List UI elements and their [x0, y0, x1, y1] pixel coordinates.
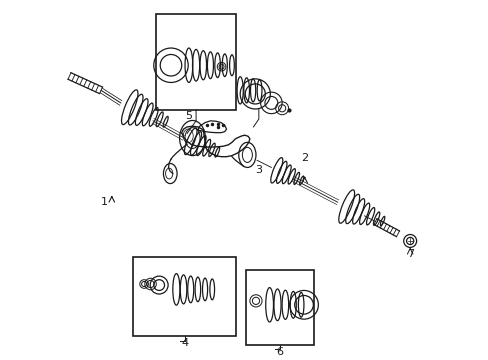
Bar — [155, 14, 236, 110]
Text: 4: 4 — [181, 338, 188, 348]
Text: 5: 5 — [185, 111, 192, 121]
Text: 6: 6 — [276, 347, 283, 357]
Bar — [133, 257, 235, 336]
Bar — [246, 270, 313, 345]
Text: 7: 7 — [406, 249, 413, 259]
Text: 3: 3 — [255, 165, 262, 175]
Text: 1: 1 — [100, 197, 107, 207]
Text: 2: 2 — [301, 153, 307, 163]
